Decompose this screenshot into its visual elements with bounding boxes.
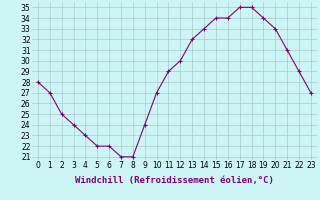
X-axis label: Windchill (Refroidissement éolien,°C): Windchill (Refroidissement éolien,°C) [75, 176, 274, 185]
